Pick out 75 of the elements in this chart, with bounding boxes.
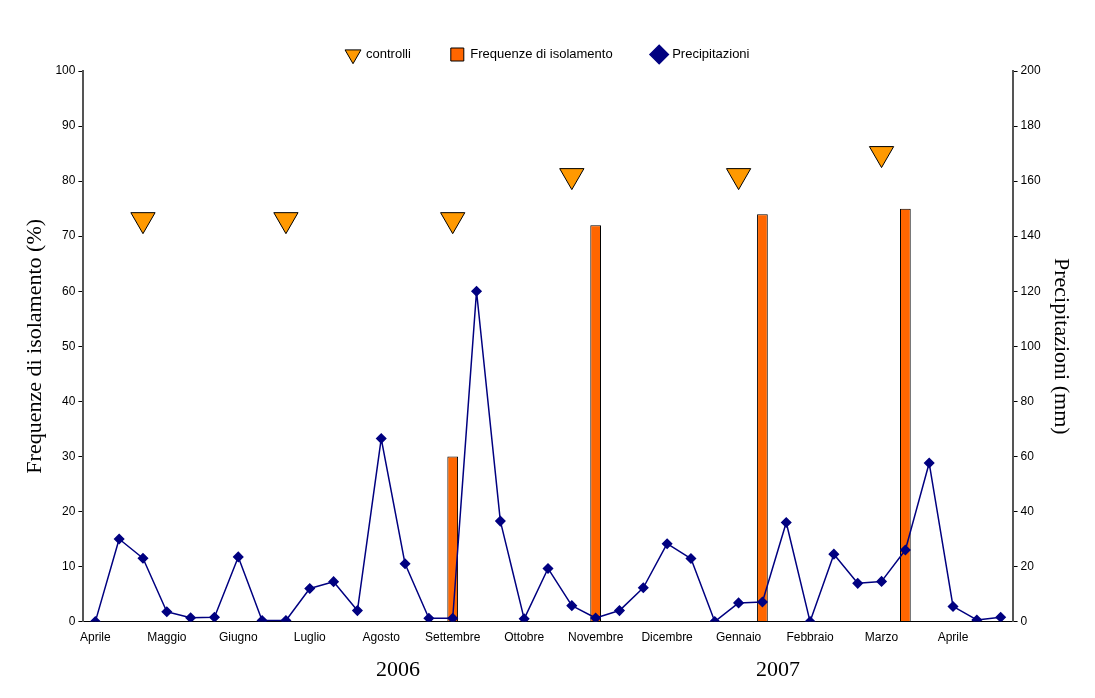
y-tick-label: 90 xyxy=(62,118,76,133)
x-tick-label: Ottobre xyxy=(504,630,545,645)
point xyxy=(781,517,792,528)
text: 2007 xyxy=(756,656,800,682)
y-tick-label: 50 xyxy=(62,338,76,353)
x-tick-label: Luglio xyxy=(293,630,327,645)
x-tick-label: Marzo xyxy=(864,630,899,645)
x-tick-label: Maggio xyxy=(147,630,187,645)
x-tick-label: Dicembre xyxy=(641,630,694,645)
point xyxy=(923,457,935,469)
legend-label: Precipitazioni xyxy=(672,46,750,62)
y-tick-label: 100 xyxy=(55,63,76,78)
point xyxy=(471,285,482,297)
point xyxy=(947,601,959,612)
x-tick-label: Aprile xyxy=(937,630,969,645)
x-tick-label: Agosto xyxy=(362,630,401,645)
y2-tick-label: 100 xyxy=(1020,338,1041,353)
point xyxy=(185,612,196,622)
point xyxy=(995,611,1006,622)
point xyxy=(876,576,887,587)
point xyxy=(113,533,125,545)
point xyxy=(900,544,911,556)
point xyxy=(733,597,744,609)
point xyxy=(161,606,173,617)
y-tick-label: 30 xyxy=(62,448,76,463)
y-tick-label: 70 xyxy=(62,228,76,243)
x-tick-label: Aprile xyxy=(79,630,111,645)
x-tick-label: Gennaio xyxy=(715,630,762,645)
point xyxy=(495,515,506,527)
point xyxy=(614,605,625,616)
y-tick-label: 80 xyxy=(62,173,76,188)
point xyxy=(399,558,411,570)
point xyxy=(423,613,435,622)
y-tick-label: 0 xyxy=(68,613,76,628)
point xyxy=(137,553,149,564)
point xyxy=(352,605,363,616)
y2-tick-label: 40 xyxy=(1020,503,1035,518)
point xyxy=(209,611,220,622)
x-tick-label: Febbraio xyxy=(786,630,835,645)
y-tick-label: 10 xyxy=(62,558,76,573)
point xyxy=(685,553,697,564)
y2-tick-label: 0 xyxy=(1020,613,1028,628)
point xyxy=(566,600,578,611)
x-tick-label: Novembre xyxy=(567,630,624,645)
y-tick-label: 60 xyxy=(62,283,76,298)
y-axis-title: Frequenze di isolamento (%) xyxy=(20,218,46,474)
y2-tick-label: 140 xyxy=(1020,228,1041,243)
y2-tick-label: 20 xyxy=(1020,558,1035,573)
point xyxy=(590,612,601,622)
point xyxy=(304,583,316,594)
point xyxy=(852,578,863,589)
legend-label: controlli xyxy=(366,46,411,62)
x-tick-label: Giugno xyxy=(218,630,258,645)
point xyxy=(542,563,554,574)
y2-tick-label: 120 xyxy=(1020,283,1041,298)
legend-label: Frequenze di isolamento xyxy=(470,46,613,62)
point xyxy=(447,613,458,622)
y-tick-label: 20 xyxy=(62,503,76,518)
text: 2006 xyxy=(376,656,420,682)
y2-tick-label: 180 xyxy=(1020,118,1041,133)
x-tick-label: Settembre xyxy=(425,630,481,645)
y2-tick-label: 160 xyxy=(1020,173,1041,188)
y-tick-label: 40 xyxy=(62,393,76,408)
point xyxy=(828,548,840,560)
y2-tick-label: 60 xyxy=(1020,448,1035,463)
point xyxy=(233,551,244,563)
point xyxy=(375,433,387,444)
y2-axis-title: Precipitazioni (mm) xyxy=(1050,258,1076,435)
point xyxy=(757,596,768,608)
y2-tick-label: 200 xyxy=(1020,63,1041,78)
point xyxy=(638,582,649,593)
point xyxy=(661,538,673,549)
y2-tick-label: 80 xyxy=(1020,393,1035,408)
point xyxy=(328,576,339,587)
point xyxy=(518,613,530,622)
